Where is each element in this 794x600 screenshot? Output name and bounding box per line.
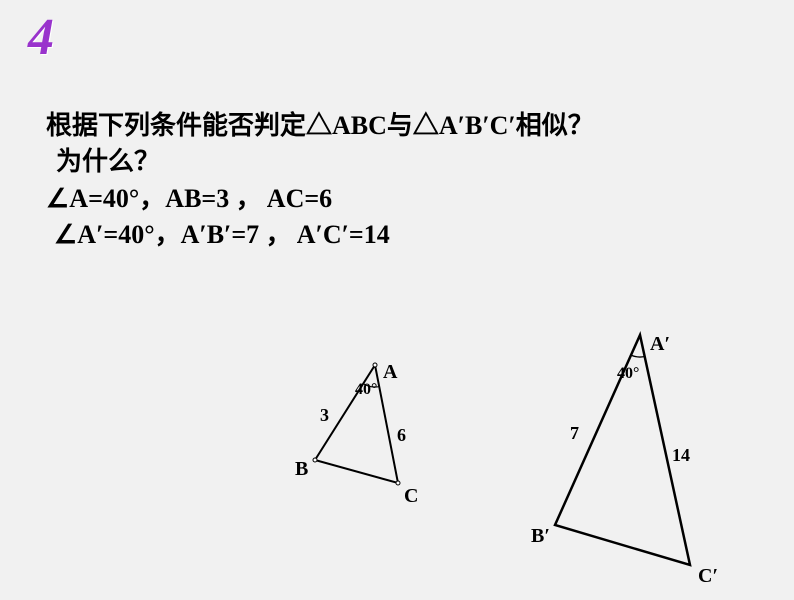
side-AC-small: 6 xyxy=(397,425,406,446)
angle-large: 40° xyxy=(617,365,639,383)
diagram-area: A B C 40° 3 6 A′ B′ C′ 40° 7 14 xyxy=(0,315,794,595)
label-A-large: A′ xyxy=(650,333,670,356)
side-AC-large: 14 xyxy=(672,445,690,466)
slide-number: 4 xyxy=(28,8,54,67)
problem-line-3: ∠A=40°，AB=3 ， AC=6 xyxy=(46,181,594,217)
label-C-small: C xyxy=(404,485,418,508)
side-AB-small: 3 xyxy=(320,405,329,426)
problem-line-1: 根据下列条件能否判定△ABC与△A′B′C′相似？ xyxy=(46,108,594,144)
problem-statement: 根据下列条件能否判定△ABC与△A′B′C′相似？ 为什么？ ∠A=40°，AB… xyxy=(46,108,594,254)
label-C-large: C′ xyxy=(698,565,718,588)
label-B-small: B xyxy=(295,458,308,481)
label-A-small: A xyxy=(383,361,397,384)
problem-line-4: ∠A′=40°，A′B′=7 ， A′C′=14 xyxy=(46,217,594,253)
problem-line-2: 为什么？ xyxy=(46,144,594,180)
label-B-large: B′ xyxy=(531,525,550,548)
angle-small: 40° xyxy=(355,381,377,399)
side-AB-large: 7 xyxy=(570,423,579,444)
